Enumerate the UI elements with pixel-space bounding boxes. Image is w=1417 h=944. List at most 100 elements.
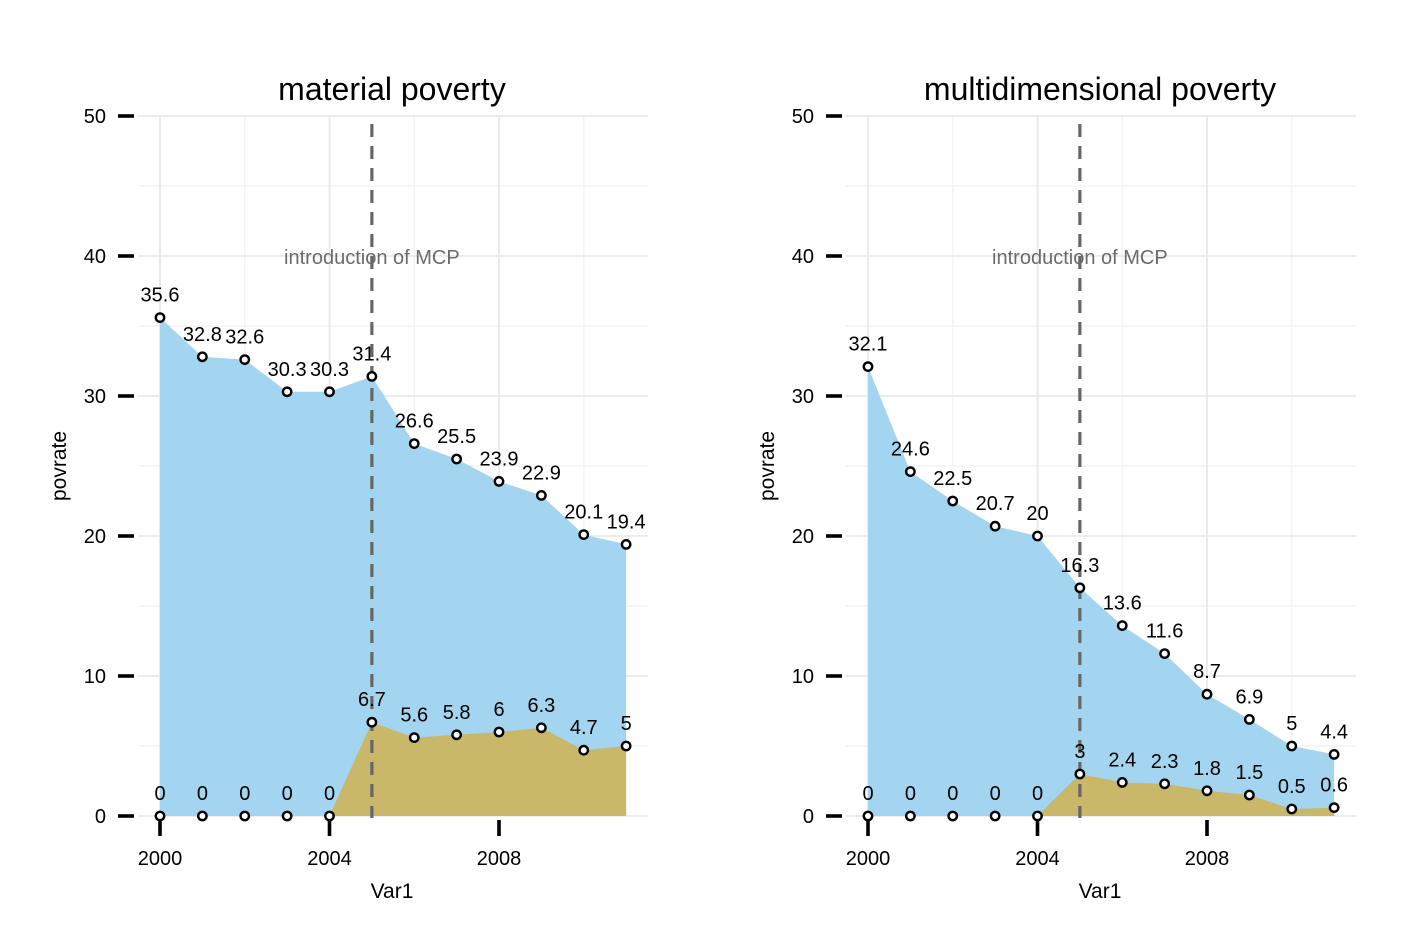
chart-1-point-s1-2007: [451, 453, 463, 465]
chart-2-point-s1-2004: [1032, 530, 1043, 542]
chart-1-point-s1-2003: [281, 386, 293, 398]
chart-2-point-s1-2002: [947, 495, 959, 507]
chart-2-point-s1-2006: [1116, 620, 1128, 631]
chart-1-data-label-s1-2001: 32.8: [183, 324, 222, 346]
chart-1-y-tick-label-0: 0: [95, 806, 106, 828]
chart-2-point-s2-2011: [1328, 802, 1340, 813]
chart-1-data-label-s2-2011: 5: [621, 713, 632, 735]
chart-2-area-series-1: [868, 366, 1335, 816]
chart-1-data-label-s1-2011: 19.4: [607, 511, 646, 533]
chart-1-point-s1-2006: [408, 438, 420, 449]
chart-1-data-label-s1-2004: 30.3: [310, 359, 349, 381]
chart-1-data-label-s2-2010: 4.7: [570, 717, 598, 739]
chart-1-point-s2-2011: [620, 740, 632, 752]
chart-2-data-label-s2-2006: 2.4: [1108, 749, 1136, 771]
chart-2-data-label-s2-2005: 3: [1074, 741, 1085, 763]
chart-1-point-s2-2005: [366, 716, 378, 728]
chart-1-title: material poverty: [278, 71, 506, 107]
chart-2-data-label-s1-2000: 32.1: [849, 334, 888, 356]
chart-2-data-label-s1-2007: 11.6: [1146, 621, 1183, 643]
chart-1-data-label-s1-2005: 31.4: [352, 343, 391, 365]
chart-2-y-tick-label-30: 30: [792, 386, 814, 408]
chart-2-data-label-s2-2002: 0: [947, 783, 958, 805]
chart-1-point-s1-2011: [620, 539, 632, 550]
chart-2-area-series-2: [868, 774, 1335, 816]
chart-1-y-tick-label-40: 40: [84, 246, 106, 268]
chart-2-x-tick-label-2004: 2004: [1015, 848, 1060, 870]
chart-2-data-label-s2-2008: 1.8: [1193, 758, 1221, 780]
chart-2-point-s1-2010: [1286, 740, 1298, 752]
chart-1-point-s2-2004: [324, 810, 335, 822]
chart-2-point-s1-2005: [1074, 582, 1086, 594]
chart-2-point-s2-2006: [1116, 777, 1128, 788]
chart-1-x-tick-label-2008: 2008: [477, 848, 522, 870]
chart-1-y-tick-label-10: 10: [84, 666, 106, 688]
chart-1-y-axis-label: povrate: [48, 431, 71, 501]
chart-2-point-s1-2007: [1159, 648, 1171, 659]
chart-2-data-label-s2-2009: 1.5: [1235, 762, 1263, 784]
chart-1-data-label-s1-2007: 25.5: [437, 426, 476, 448]
chart-2-point-s2-2002: [947, 810, 959, 822]
chart-2-data-label-s1-2003: 20.7: [976, 493, 1015, 515]
chart-2-point-s2-2009: [1243, 789, 1255, 801]
chart-1-data-label-s1-2010: 20.1: [564, 502, 603, 524]
chart-2-y-axis-label: povrate: [756, 431, 779, 501]
chart-2-data-label-s1-2006: 13.6: [1103, 593, 1142, 615]
chart-1-data-label-s2-2004: 0: [324, 783, 335, 805]
chart-1-data-label-s2-2008: 6: [493, 699, 504, 721]
chart-2-point-s1-2000: [862, 361, 874, 372]
chart-2-data-label-s2-2010: 0.5: [1278, 776, 1306, 798]
chart-1-point-s1-2000: [154, 312, 166, 323]
chart-2-y-tick-label-50: 50: [792, 106, 814, 128]
chart-1-y-tick-label-50: 50: [84, 106, 106, 128]
chart-2-point-s2-2001: [904, 810, 916, 822]
chart-1-data-label-s2-2005: 6.7: [358, 689, 386, 711]
chart-2-point-s2-2007: [1159, 778, 1171, 790]
chart-2-point-s2-2003: [989, 810, 1001, 822]
chart-1-data-label-s1-2009: 22.9: [522, 462, 561, 484]
chart-2-point-s2-2000: [862, 810, 874, 822]
chart-1-data-label-s2-2001: 0: [197, 783, 208, 805]
chart-1-point-s1-2010: [578, 529, 590, 540]
chart-1-annotation: introduction of MCP: [284, 247, 460, 269]
chart-2-data-label-s1-2008: 8.7: [1193, 661, 1221, 683]
chart-1-point-s2-2006: [408, 732, 420, 743]
chart-2-panel: introduction of MCP 32.1 24.622.520.7 20 16.…: [756, 71, 1356, 903]
chart-1-point-s2-2001: [196, 810, 208, 822]
chart-1-point-s2-2002: [239, 810, 251, 822]
chart-2-x-axis-label: Var1: [1079, 880, 1122, 903]
chart-1-y-tick-label-30: 30: [84, 386, 106, 408]
chart-2-point-s2-2008: [1201, 785, 1213, 797]
chart-1-y-tick-label-20: 20: [84, 526, 106, 548]
chart-2-data-label-s1-2010: 5: [1286, 713, 1297, 735]
chart-1-point-s2-2009: [535, 722, 547, 734]
chart-1-point-s1-2001: [196, 351, 208, 363]
chart-2-y-tick-label-10: 10: [792, 666, 814, 688]
chart-1-data-label-s1-2006: 26.6: [395, 411, 434, 433]
chart-1-point-s1-2004: [324, 386, 335, 398]
chart-1-point-s1-2008: [493, 475, 505, 487]
chart-2-data-label-s2-2003: 0: [990, 783, 1001, 805]
chart-2-point-s1-2011: [1328, 749, 1340, 760]
chart-1-point-s2-2007: [451, 729, 463, 741]
chart-2-point-s1-2009: [1243, 714, 1255, 725]
chart-1-x-tick-label-2004: 2004: [307, 848, 352, 870]
chart-2-x-tick-label-2008: 2008: [1185, 848, 1230, 870]
chart-1-area-series-2: [160, 722, 627, 816]
chart-2-data-label-s1-2011: 4.4: [1320, 721, 1348, 743]
chart-2-point-s1-2001: [904, 466, 916, 477]
chart-2-data-label-s2-2000: 0: [862, 783, 873, 805]
chart-1-data-label-s2-2002: 0: [239, 783, 250, 805]
chart-2-annotation: introduction of MCP: [992, 247, 1168, 269]
chart-1-data-label-s1-2008: 23.9: [480, 448, 519, 470]
chart-2-point-s2-2005: [1074, 768, 1086, 780]
chart-2-title: multidimensional poverty: [924, 71, 1276, 107]
chart-2-data-label-s2-2001: 0: [905, 783, 916, 805]
chart-2-data-label-s1-2009: 6.9: [1235, 686, 1263, 708]
chart-1-data-label-s2-2009: 6.3: [527, 695, 555, 717]
chart-1-point-s2-2000: [154, 810, 166, 822]
chart-2-x-tick-label-2000: 2000: [846, 848, 891, 870]
chart-2-data-label-s2-2007: 2.3: [1151, 751, 1179, 773]
chart-1-data-label-s2-2007: 5.8: [443, 702, 471, 724]
